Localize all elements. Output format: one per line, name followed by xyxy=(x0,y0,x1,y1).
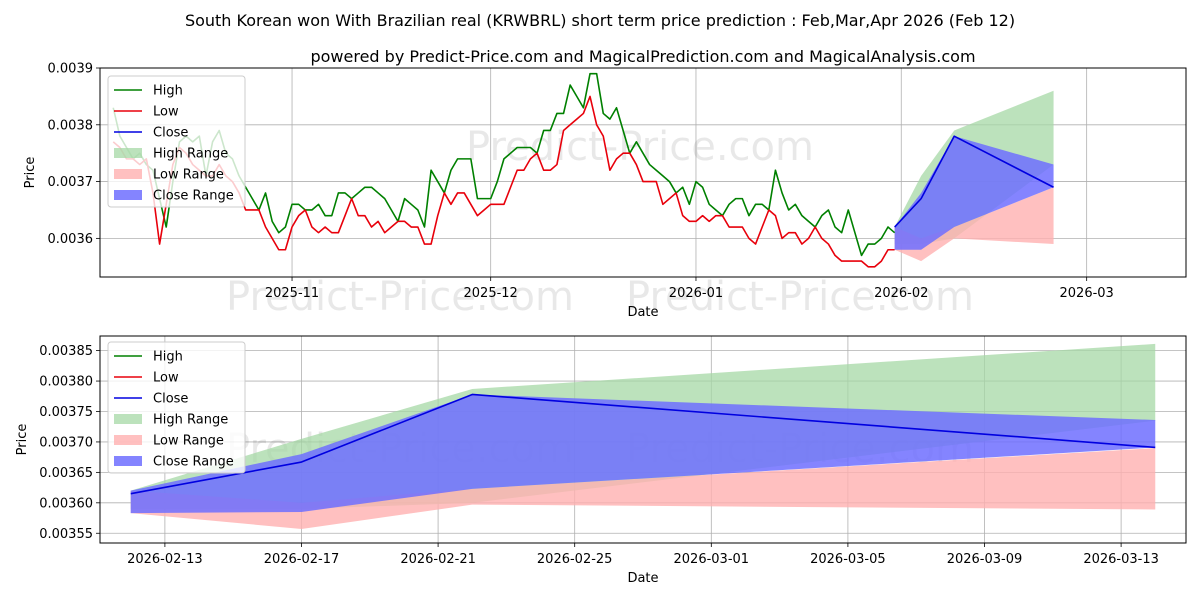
chart-title: South Korean won With Brazilian real (KR… xyxy=(185,11,1015,30)
plot-frame xyxy=(99,335,1187,544)
legend: High Low Close High Range Low Range Close Ran… xyxy=(107,341,246,474)
legend-swatch-high-range xyxy=(114,414,142,424)
x-tick-label: 2025-11 xyxy=(265,286,319,301)
y-tick-label: 0.00355 xyxy=(39,527,93,542)
series-close-line xyxy=(894,135,1054,228)
band-low-range xyxy=(130,448,1156,529)
legend-label-low: Low xyxy=(153,105,179,120)
y-tick-label: 0.00375 xyxy=(39,405,93,420)
plot-area xyxy=(130,343,1156,529)
legend-label-high-range: High Range xyxy=(153,413,228,428)
legend-label-low-range: Low Range xyxy=(153,434,224,449)
x-tick-label: 2026-03-09 xyxy=(947,552,1023,567)
legend-swatch-high-range xyxy=(114,148,142,158)
y-tick-label: 0.0039 xyxy=(48,62,94,77)
band-close-range xyxy=(894,136,1054,250)
legend-label-low: Low xyxy=(153,371,179,386)
watermark-text: Predict-Price.com xyxy=(626,274,974,320)
x-tick-label: 2026-03 xyxy=(1060,286,1114,301)
legend: High Low Close High Range Low Range Close Ran… xyxy=(107,75,246,208)
y-tick-label: 0.00385 xyxy=(39,344,93,359)
x-axis-label: Date xyxy=(627,571,658,586)
legend-box xyxy=(107,341,246,474)
band-low-range xyxy=(894,187,1054,262)
legend-label-close-range: Close Range xyxy=(153,455,234,470)
x-tick-label: 2026-02-25 xyxy=(537,552,613,567)
x-tick-label: 2025-12 xyxy=(464,286,518,301)
x-tick-label: 2026-02-13 xyxy=(127,552,203,567)
x-axis-label: Date xyxy=(627,305,658,320)
legend-swatch-low-range xyxy=(114,169,142,179)
legend-label-close: Close xyxy=(153,126,188,141)
plot-frame xyxy=(99,67,1187,278)
band-close-range xyxy=(130,394,1156,514)
y-tick-label: 0.0037 xyxy=(48,175,94,190)
series-close-line xyxy=(130,393,1156,495)
watermark-text: Predict-Price.com xyxy=(226,274,574,320)
legend-label-close: Close xyxy=(153,392,188,407)
plot-area xyxy=(112,72,1054,268)
legend-swatch-low-range xyxy=(114,435,142,445)
x-tick-label: 2026-01 xyxy=(669,286,723,301)
y-tick-label: 0.0038 xyxy=(48,118,94,133)
y-tick-label: 0.00380 xyxy=(39,375,93,390)
legend-swatch-close-range xyxy=(114,456,142,466)
x-tick-label: 2026-03-01 xyxy=(674,552,750,567)
legend-label-close-range: Close Range xyxy=(153,189,234,204)
legend-label-high: High xyxy=(153,84,183,99)
panel-forecast: Predict-Price.comPredict-Price.com2026-0… xyxy=(15,335,1187,586)
y-axis-label: Price xyxy=(15,424,30,456)
x-tick-label: 2026-02-17 xyxy=(264,552,340,567)
chart-subtitle: powered by Predict-Price.com and Magical… xyxy=(310,47,975,66)
y-tick-label: 0.00370 xyxy=(39,435,93,450)
x-tick-label: 2026-03-13 xyxy=(1083,552,1159,567)
y-tick-label: 0.00360 xyxy=(39,496,93,511)
y-axis-label: Price xyxy=(23,157,38,189)
legend-swatch-close-range xyxy=(114,190,142,200)
y-tick-label: 0.0036 xyxy=(48,232,94,247)
x-tick-label: 2026-02-21 xyxy=(400,552,476,567)
x-tick-label: 2026-02 xyxy=(874,286,928,301)
legend-label-high-range: High Range xyxy=(153,147,228,162)
x-tick-label: 2026-03-05 xyxy=(810,552,886,567)
legend-label-low-range: Low Range xyxy=(153,168,224,183)
legend-box xyxy=(107,75,246,208)
y-tick-label: 0.00365 xyxy=(39,466,93,481)
legend-label-high: High xyxy=(153,350,183,365)
